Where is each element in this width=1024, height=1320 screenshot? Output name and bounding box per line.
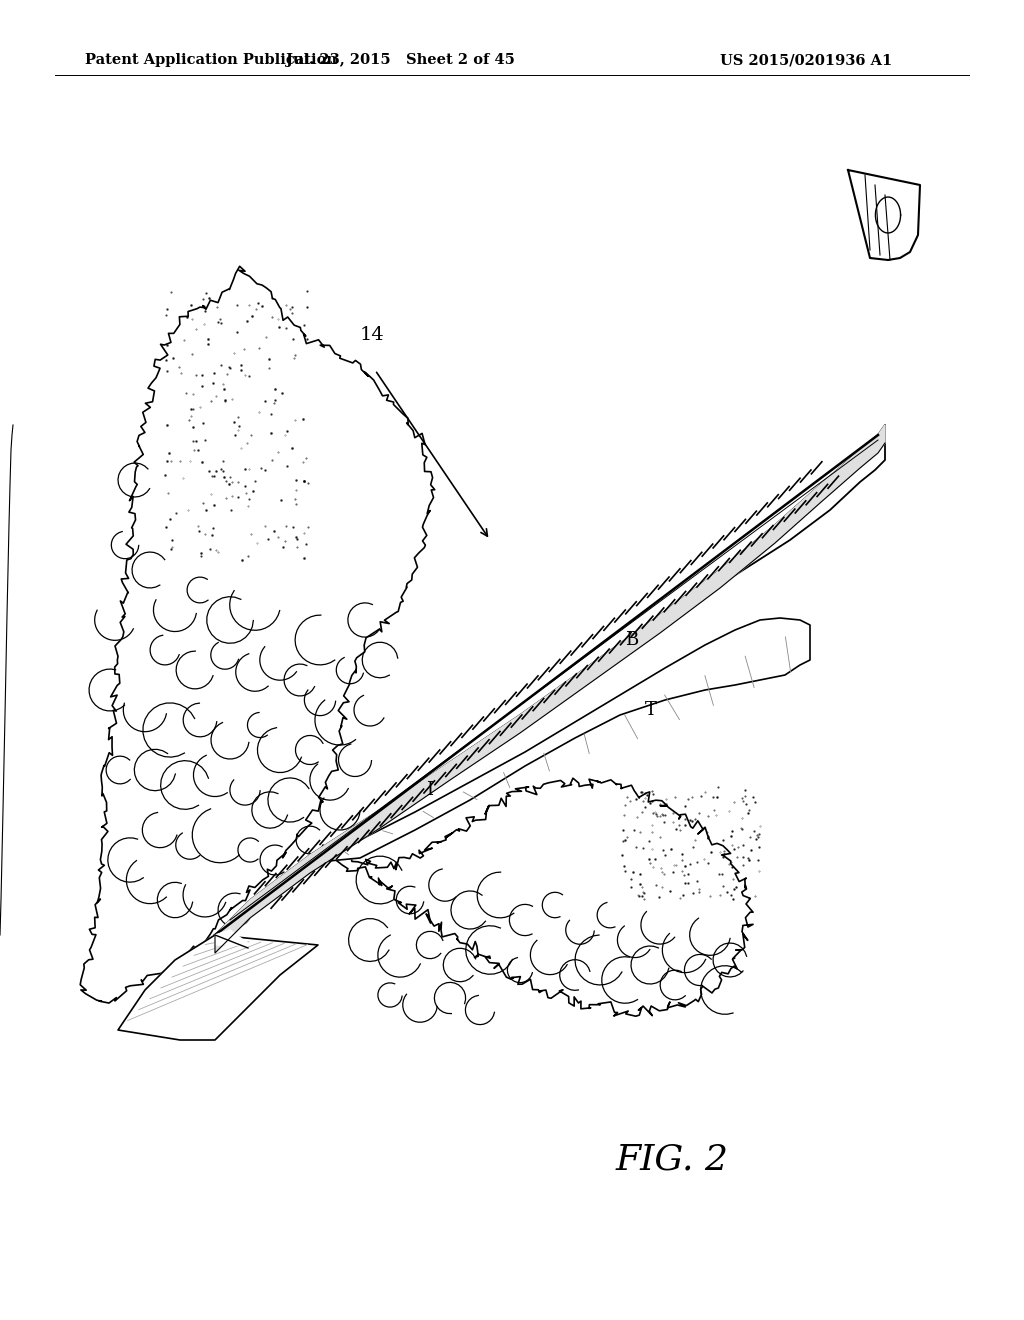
Text: T: T	[645, 701, 656, 719]
Text: US 2015/0201936 A1: US 2015/0201936 A1	[720, 53, 892, 67]
Text: 14: 14	[360, 326, 385, 345]
Text: FIG. 2: FIG. 2	[615, 1143, 728, 1177]
Polygon shape	[118, 935, 318, 1040]
Text: B: B	[625, 631, 638, 649]
Polygon shape	[215, 425, 885, 935]
Polygon shape	[80, 267, 435, 1003]
Polygon shape	[215, 931, 250, 945]
Polygon shape	[318, 618, 810, 862]
Polygon shape	[215, 425, 885, 953]
Polygon shape	[848, 170, 920, 260]
Text: Patent Application Publication: Patent Application Publication	[85, 53, 337, 67]
Text: Jul. 23, 2015   Sheet 2 of 45: Jul. 23, 2015 Sheet 2 of 45	[286, 53, 514, 67]
Text: I: I	[427, 781, 433, 799]
Polygon shape	[325, 779, 753, 1016]
